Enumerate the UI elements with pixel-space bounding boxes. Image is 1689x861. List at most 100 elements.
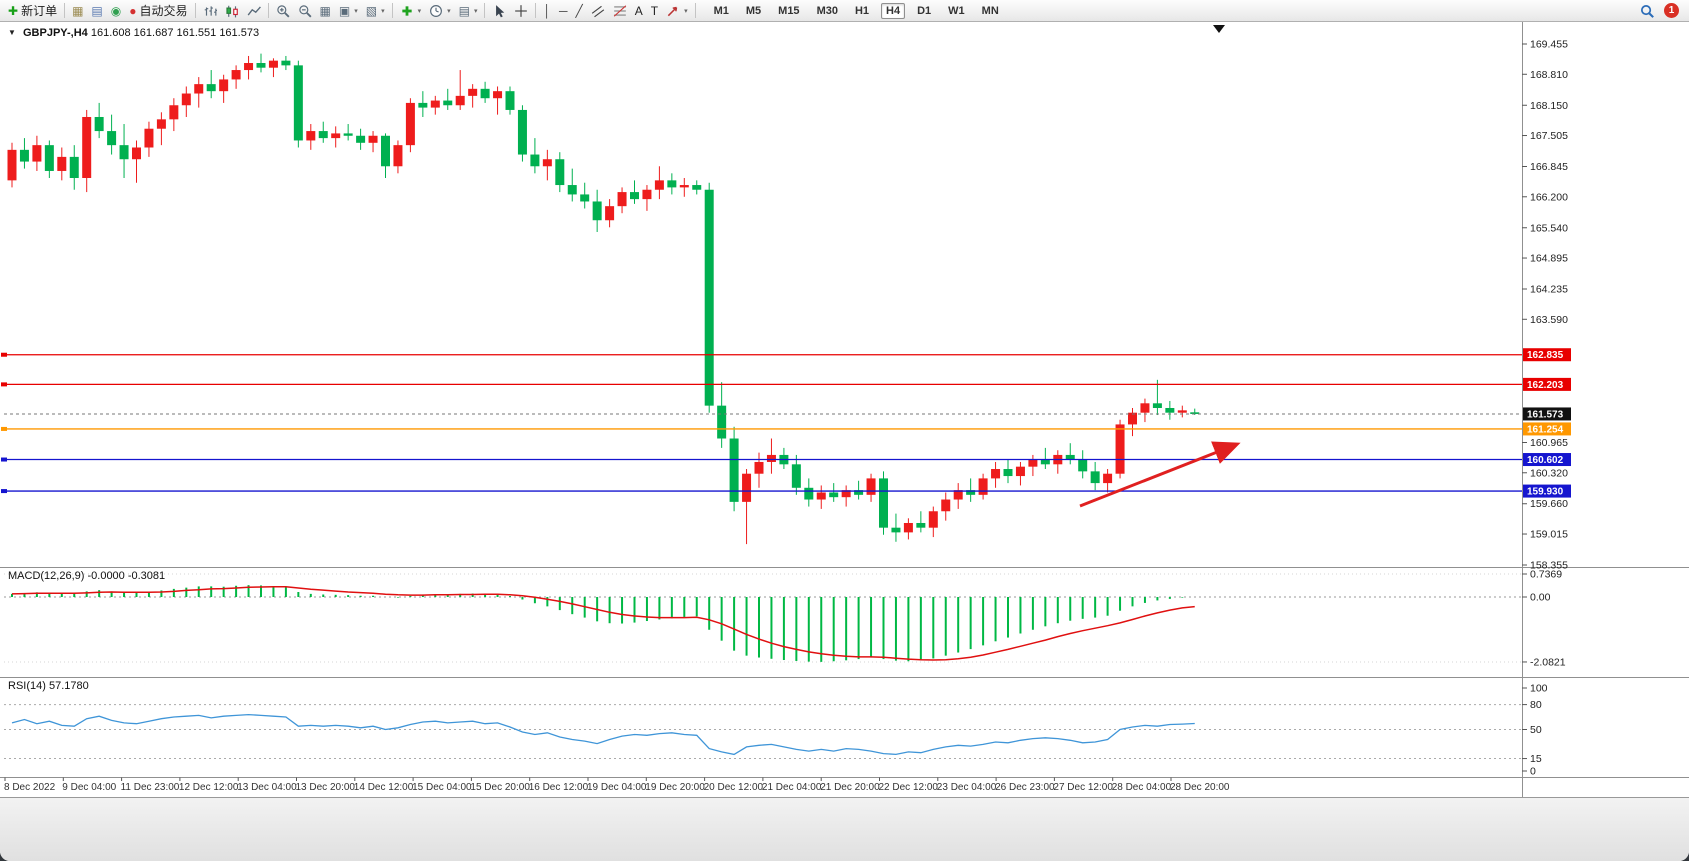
svg-text:159.015: 159.015 bbox=[1530, 529, 1568, 541]
svg-text:-2.0821: -2.0821 bbox=[1530, 656, 1566, 668]
cascade-windows-icon[interactable]: ▧ ▾ bbox=[365, 3, 385, 18]
toolbar-separator bbox=[391, 3, 393, 18]
svg-text:11 Dec 23:00: 11 Dec 23:00 bbox=[121, 782, 180, 793]
macd-panel: 0.7369 0.00 -2.0821 bbox=[4, 569, 1566, 668]
crosshair-icon[interactable] bbox=[510, 1, 532, 20]
svg-text:19 Dec 04:00: 19 Dec 04:00 bbox=[587, 782, 647, 793]
timeframe-group: M1 M5 M15 M30 H1 H4 D1 W1 MN bbox=[709, 2, 1004, 19]
candlestick-chart-icon[interactable] bbox=[221, 1, 243, 20]
svg-text:27 Dec 12:00: 27 Dec 12:00 bbox=[1053, 782, 1113, 793]
trendline-icon[interactable]: ╱ bbox=[575, 3, 583, 18]
svg-text:162.835: 162.835 bbox=[1527, 350, 1564, 361]
price-tag bbox=[1523, 422, 1571, 436]
period-clock-icon[interactable]: ▾ bbox=[425, 1, 455, 20]
svg-text:20 Dec 12:00: 20 Dec 12:00 bbox=[704, 782, 764, 793]
svg-text:166.200: 166.200 bbox=[1530, 191, 1568, 203]
support-resistance-lines[interactable] bbox=[1, 352, 1522, 494]
timeframe-D1[interactable]: D1 bbox=[917, 4, 932, 17]
toolbar-separator bbox=[484, 3, 486, 18]
charts-grid-icon[interactable]: ▦ bbox=[72, 3, 84, 18]
svg-text:50: 50 bbox=[1530, 724, 1542, 736]
sound-icon[interactable]: ◉ bbox=[110, 3, 122, 18]
one-click-trading-toggle[interactable]: ▼ bbox=[8, 28, 16, 37]
svg-text:15: 15 bbox=[1530, 753, 1542, 765]
timeframe-M15[interactable]: M15 bbox=[778, 4, 800, 17]
bar-chart-icon[interactable] bbox=[199, 1, 221, 20]
svg-text:160.602: 160.602 bbox=[1527, 455, 1564, 466]
svg-text:12 Dec 12:00: 12 Dec 12:00 bbox=[179, 782, 239, 793]
add-indicator-icon[interactable]: ▾ bbox=[401, 5, 422, 16]
svg-text:0.00: 0.00 bbox=[1530, 592, 1551, 604]
fibonacci-icon[interactable] bbox=[609, 1, 631, 20]
time-axis[interactable]: 8 Dec 2022 9 Dec 04:00 11 Dec 23:00 12 Dec … bbox=[4, 777, 1230, 794]
new-order-button[interactable]: ✚ 新订单 bbox=[8, 3, 58, 18]
toolbar-separator bbox=[535, 3, 537, 18]
svg-text:19 Dec 20:00: 19 Dec 20:00 bbox=[645, 782, 705, 793]
text-icon[interactable]: A bbox=[634, 3, 643, 18]
svg-text:162.203: 162.203 bbox=[1527, 380, 1564, 391]
macd-label: MACD(12,26,9) -0.0000 -0.3081 bbox=[8, 570, 165, 582]
search-icon[interactable] bbox=[1636, 1, 1658, 20]
arrows-tool-icon[interactable]: ▾ bbox=[662, 1, 692, 20]
price-axis[interactable]: 169.455 168.810 168.150 167.505 166.845 166.2… bbox=[1522, 39, 1571, 572]
notification-badge[interactable]: 1 bbox=[1664, 3, 1679, 18]
svg-text:15 Dec 04:00: 15 Dec 04:00 bbox=[412, 782, 472, 793]
timeframe-M30[interactable]: M30 bbox=[816, 4, 838, 17]
svg-text:159.930: 159.930 bbox=[1527, 487, 1564, 498]
autotrading-button[interactable]: ● 自动交易 bbox=[129, 3, 188, 18]
zoom-out-icon[interactable] bbox=[294, 1, 316, 20]
svg-text:164.895: 164.895 bbox=[1530, 253, 1568, 265]
svg-text:14 Dec 12:00: 14 Dec 12:00 bbox=[354, 782, 414, 793]
svg-text:13 Dec 20:00: 13 Dec 20:00 bbox=[296, 782, 356, 793]
rsi-label: RSI(14) 57.1780 bbox=[8, 680, 89, 692]
equidistant-channel-icon[interactable] bbox=[587, 1, 609, 20]
svg-text:168.810: 168.810 bbox=[1530, 69, 1568, 81]
candlestick-series[interactable] bbox=[7, 53, 1200, 545]
timeframe-MN[interactable]: MN bbox=[981, 4, 999, 17]
line-chart-icon[interactable] bbox=[243, 1, 265, 20]
svg-text:165.540: 165.540 bbox=[1530, 222, 1568, 234]
svg-text:163.590: 163.590 bbox=[1530, 314, 1568, 326]
cursor-icon[interactable] bbox=[488, 1, 510, 20]
macd-values: -0.0000 -0.3081 bbox=[87, 570, 166, 582]
horizontal-line-icon[interactable]: ─ bbox=[558, 3, 568, 18]
timeframe-M1[interactable]: M1 bbox=[713, 4, 729, 17]
svg-text:21 Dec 20:00: 21 Dec 20:00 bbox=[820, 782, 880, 793]
profiles-icon[interactable]: ▤ bbox=[91, 3, 103, 18]
zoom-in-icon[interactable] bbox=[272, 1, 294, 20]
svg-text:164.235: 164.235 bbox=[1530, 284, 1568, 296]
auto-arrange-icon[interactable]: ▣ ▾ bbox=[338, 3, 358, 18]
svg-text:13 Dec 04:00: 13 Dec 04:00 bbox=[237, 782, 297, 793]
timeframe-M5[interactable]: M5 bbox=[745, 4, 762, 17]
price-tag bbox=[1523, 484, 1571, 498]
svg-text:22 Dec 12:00: 22 Dec 12:00 bbox=[879, 782, 939, 793]
svg-text:100: 100 bbox=[1530, 683, 1548, 695]
text-label-icon[interactable]: T bbox=[650, 3, 659, 18]
toolbar-separator bbox=[267, 3, 269, 18]
svg-text:15 Dec 20:00: 15 Dec 20:00 bbox=[470, 782, 530, 793]
tile-windows-icon[interactable]: ▦ bbox=[319, 3, 331, 18]
svg-text:9 Dec 04:00: 9 Dec 04:00 bbox=[62, 782, 116, 793]
macd-signal-line bbox=[11, 585, 1195, 661]
svg-text:168.150: 168.150 bbox=[1530, 100, 1568, 112]
svg-text:158.355: 158.355 bbox=[1530, 560, 1568, 572]
toolbar-separator bbox=[194, 3, 196, 18]
svg-text:26 Dec 23:00: 26 Dec 23:00 bbox=[995, 782, 1055, 793]
svg-text:160.320: 160.320 bbox=[1530, 467, 1568, 479]
svg-text:8 Dec 2022: 8 Dec 2022 bbox=[4, 782, 56, 793]
toolbar-separator bbox=[694, 3, 696, 18]
vertical-line-icon[interactable]: │ bbox=[543, 3, 551, 18]
svg-text:16 Dec 12:00: 16 Dec 12:00 bbox=[529, 782, 589, 793]
chart-ohlc-values: 161.608 161.687 161.551 161.573 bbox=[90, 27, 260, 39]
timeframe-W1[interactable]: W1 bbox=[948, 4, 965, 17]
timeframe-H1[interactable]: H1 bbox=[854, 4, 870, 17]
trend-arrow-annotation[interactable] bbox=[1079, 441, 1241, 508]
chart-shift-marker[interactable] bbox=[1213, 25, 1225, 33]
timeframe-H4[interactable]: H4 bbox=[881, 2, 906, 19]
rsi-line bbox=[11, 713, 1195, 756]
chart-symbol-period: GBPJPY-,H4 bbox=[22, 27, 88, 39]
templates-icon[interactable]: ▤ ▾ bbox=[458, 3, 478, 18]
rsi-panel: 100 80 50 150 bbox=[4, 683, 1548, 778]
